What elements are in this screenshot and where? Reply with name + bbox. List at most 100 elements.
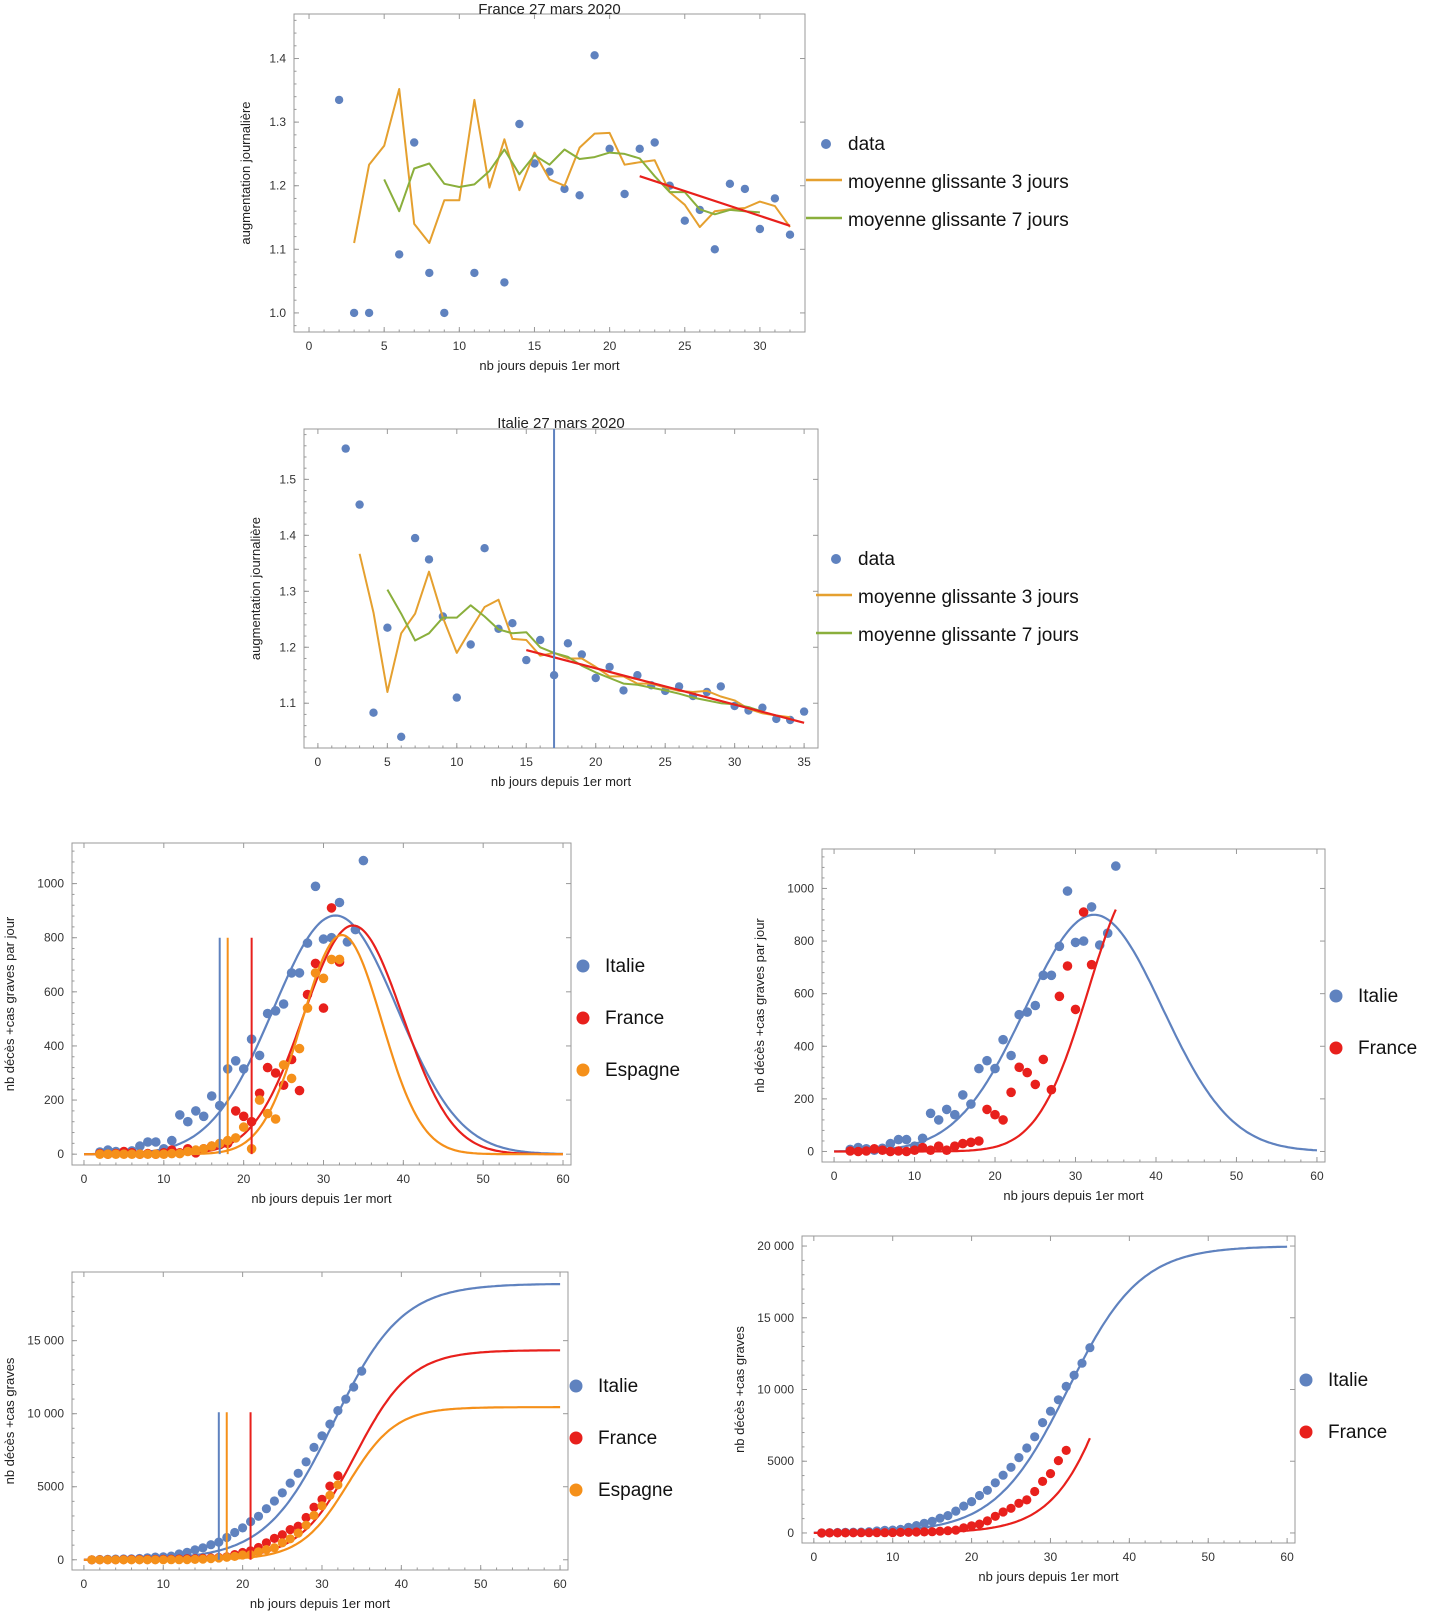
data-point-data [635, 144, 644, 153]
data-point-espagne [134, 1555, 145, 1565]
data-point-france [990, 1511, 1000, 1521]
x-tick-label: 0 [81, 1172, 88, 1186]
data-point-france [880, 1528, 890, 1538]
data-point-italie [1085, 1343, 1095, 1353]
x-tick-label: 30 [317, 1172, 331, 1186]
data-point-italie [1069, 1370, 1079, 1380]
data-point-data [702, 687, 712, 697]
data-point-data [369, 708, 378, 717]
y-axis-title: nb décès +cas graves par jour [2, 916, 17, 1091]
x-tick-label: 10 [450, 755, 464, 769]
data-point-italie [1045, 1406, 1056, 1416]
data-point-italie [1053, 1395, 1063, 1405]
data-point-data [530, 159, 539, 168]
data-point-italie [998, 1470, 1008, 1480]
data-point-espagne [333, 1480, 343, 1490]
legend: Italie France Espagne [569, 1376, 673, 1501]
data-point-italie [278, 999, 289, 1009]
data-point-france [318, 1003, 329, 1013]
x-tick-label: 10 [453, 339, 467, 353]
data-point-data [605, 662, 614, 672]
data-point-france [270, 1068, 281, 1078]
data-point-data [755, 224, 765, 234]
data-point-italie [959, 1501, 969, 1511]
fit-curve-italie [834, 913, 1318, 1153]
data-point-data [466, 640, 475, 649]
y-tick-label: 0 [57, 1553, 64, 1567]
fit-curve-france [834, 909, 1117, 1153]
data-point-italie [135, 1141, 145, 1151]
legend-marker-france [1299, 1425, 1313, 1439]
legend-marker-italie [569, 1379, 583, 1393]
x-tick-label: 60 [556, 1172, 570, 1186]
chart-title: Italie 27 mars 2020 [497, 415, 625, 432]
plot-frame [303, 428, 819, 749]
data-point-espagne [174, 1555, 184, 1565]
y-tick-label: 1.2 [269, 179, 286, 193]
data-point-france [1022, 1067, 1032, 1078]
data-point-italie [230, 1527, 240, 1538]
x-axis-title: nb jours depuis 1er mort [479, 358, 620, 373]
x-axis-title: nb jours depuis 1er mort [250, 1596, 391, 1611]
data-point-france [998, 1115, 1008, 1125]
data-point-espagne [277, 1538, 287, 1548]
data-point-italie [919, 1518, 929, 1528]
y-tick-label: 200 [44, 1093, 64, 1107]
data-point-italie [277, 1488, 287, 1498]
data-point-italie [151, 1137, 161, 1147]
data-point-italie [191, 1106, 201, 1116]
data-point-italie [198, 1543, 208, 1553]
data-point-italie [990, 1478, 1000, 1488]
data-point-france [950, 1141, 960, 1151]
legend: Italie France [1329, 986, 1417, 1059]
data-point-espagne [111, 1555, 121, 1565]
data-point-data [536, 635, 545, 645]
x-tick-label: 20 [236, 1577, 250, 1591]
x-tick-label: 5 [381, 339, 388, 353]
x-tick-label: 40 [395, 1577, 409, 1591]
data-point-france [317, 1494, 327, 1504]
y-tick-label: 800 [794, 934, 814, 948]
x-axis-title: nb jours depuis 1er mort [978, 1569, 1119, 1584]
x-tick-label: 30 [1069, 1169, 1083, 1183]
data-point-france [864, 1528, 874, 1538]
data-point-france [310, 958, 321, 969]
data-point-italie [261, 1504, 271, 1514]
data-point-france [1070, 1004, 1081, 1015]
legend-marker-data [821, 139, 831, 149]
x-tick-label: 20 [589, 755, 603, 769]
data-point-espagne [166, 1555, 176, 1565]
data-point-data [470, 268, 479, 278]
data-point-espagne [126, 1555, 137, 1565]
data-point-france [919, 1527, 929, 1537]
legend-marker-france [569, 1431, 583, 1445]
data-point-data [650, 138, 659, 147]
data-point-italie [927, 1516, 937, 1526]
data-point-france [254, 1088, 265, 1099]
data-point-france [325, 1481, 335, 1491]
series-line-red [639, 175, 791, 227]
y-tick-label: 1000 [37, 877, 64, 891]
data-point-data [619, 686, 628, 695]
data-point-italie [358, 855, 369, 866]
data-point-data [508, 619, 517, 628]
data-point-data [716, 682, 725, 691]
x-tick-label: 30 [728, 755, 742, 769]
chart-title: France 27 mars 2020 [478, 1, 621, 18]
series-line-moyenne-glissante-7-jours [383, 148, 760, 216]
data-point-data [397, 732, 406, 741]
data-point-france [925, 1145, 936, 1155]
data-point-italie [182, 1547, 192, 1557]
data-point-espagne [254, 1095, 265, 1105]
data-point-italie [935, 1513, 945, 1523]
data-point-italie [310, 881, 321, 892]
legend-label-france: France [1328, 1422, 1387, 1443]
data-point-data [425, 268, 434, 278]
legend-label-france: France [1358, 1038, 1417, 1059]
data-point-france [951, 1525, 961, 1535]
data-point-espagne [253, 1547, 264, 1557]
legend-marker-espagne [569, 1483, 583, 1497]
data-point-espagne [301, 1520, 311, 1530]
data-point-data [590, 51, 599, 60]
